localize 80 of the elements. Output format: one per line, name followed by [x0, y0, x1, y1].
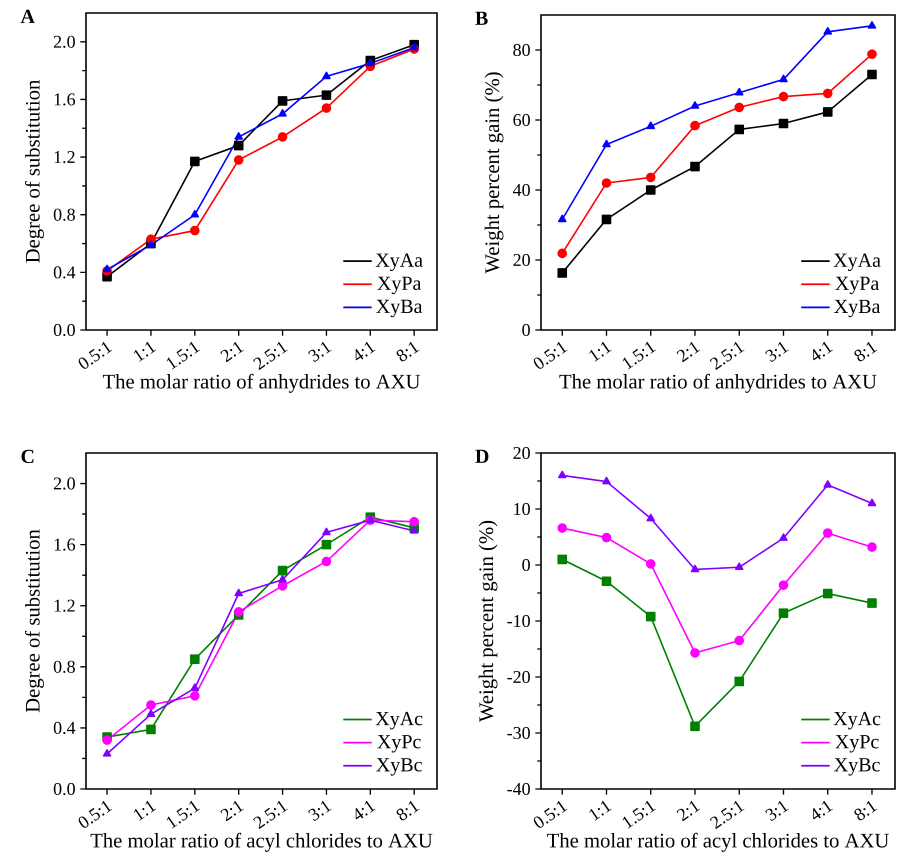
y-axis-title: Degree of substitution: [24, 80, 44, 263]
y-tick-label: -30: [507, 726, 530, 740]
y-tick-label: 0.4: [54, 266, 76, 278]
x-tick-label: 1:1: [134, 342, 156, 362]
y-axis-title: Weight percent gain (%): [484, 72, 504, 274]
x-tick-label: 2:1: [676, 800, 700, 822]
x-tick-label: 2:1: [220, 800, 244, 822]
x-tick-label: 0.5:1: [78, 800, 112, 828]
x-tick-label: 4:1: [813, 800, 833, 820]
legend-label: XyPc: [835, 735, 879, 753]
y-tick-label: -40: [507, 782, 530, 796]
x-tick-label: 1:1: [134, 800, 156, 821]
y-axis-title: Weight percent gain (%): [478, 520, 498, 722]
x-axis-title: The molar ratio of anhydrides to AXU: [559, 374, 877, 393]
x-tick-label: 0.5:1: [534, 342, 568, 369]
y-tick-label: 80: [513, 44, 530, 56]
legend-label: XyBc: [834, 758, 880, 776]
y-tick-label: 40: [512, 184, 530, 196]
x-tick-label: 1.5:1: [622, 800, 656, 829]
legend-label: XyAc: [376, 712, 422, 730]
y-tick-label: 60: [513, 114, 530, 126]
chart-title: C: [22, 450, 34, 464]
legend-label: XyPa: [377, 276, 422, 294]
x-tick-label: 1:1: [589, 342, 612, 362]
y-tick-label: 0.0: [54, 324, 75, 336]
y-tick-label: 2.0: [54, 477, 75, 490]
legend-label: XyPc: [377, 735, 421, 753]
x-tick-label: 2.5:1: [253, 800, 288, 830]
x-axis-title: The molar ratio of acyl chlorides to AXU: [547, 832, 889, 852]
y-tick-label: 0.4: [54, 722, 76, 734]
legend-label: XyPa: [835, 276, 880, 294]
chart-title: D: [475, 450, 488, 463]
x-axis-title: The molar ratio of acyl chlorides to AXU: [90, 832, 432, 852]
chart-title: B: [475, 12, 488, 25]
y-tick-label: 0: [522, 324, 530, 336]
legend-label: XyAa: [376, 254, 423, 272]
x-tick-label: 1.5:1: [166, 342, 200, 370]
x-tick-label: 3:1: [308, 342, 332, 362]
y-tick-label: 0.0: [54, 782, 75, 796]
legend-label: XyBa: [834, 300, 880, 318]
x-tick-label: 3:1: [765, 800, 789, 822]
y-tick-label: 0.8: [54, 208, 75, 221]
legend-label: XyBa: [376, 300, 422, 318]
x-tick-label: 4:1: [356, 800, 376, 820]
y-tick-label: 20: [513, 446, 530, 460]
y-tick-label: -10: [507, 614, 530, 628]
y-tick-label: 1.2: [54, 151, 75, 164]
legend-label: XyBc: [376, 758, 422, 776]
x-tick-label: 1.5:1: [166, 800, 200, 829]
y-tick-label: -20: [507, 670, 530, 684]
y-tick-label: 10: [514, 502, 530, 516]
y-tick-label: 20: [513, 254, 530, 266]
legend-label: XyAc: [834, 712, 880, 730]
x-tick-label: 1:1: [589, 800, 612, 821]
x-tick-label: 2.5:1: [710, 800, 744, 830]
x-tick-label: 4:1: [356, 342, 376, 360]
x-tick-label: 8:1: [396, 800, 420, 820]
x-tick-label: 0.5:1: [534, 800, 568, 828]
x-tick-label: 0.5:1: [78, 342, 112, 369]
x-tick-label: 1.5:1: [622, 342, 656, 370]
y-tick-label: 1.2: [54, 600, 75, 612]
legend-label: XyAa: [834, 254, 881, 272]
x-tick-label: 8:1: [854, 800, 878, 820]
x-tick-label: 3:1: [765, 342, 789, 362]
y-tick-label: 1.6: [54, 93, 76, 106]
x-tick-label: 2.5:1: [710, 342, 744, 370]
y-axis-title: Degree of substitution: [24, 529, 44, 712]
x-tick-label: 4:1: [813, 342, 833, 360]
x-tick-label: 2:1: [220, 342, 244, 362]
x-tick-label: 8:1: [396, 342, 420, 362]
y-tick-label: 2.0: [54, 36, 75, 48]
y-tick-label: 0: [522, 558, 530, 572]
y-tick-label: 1.6: [54, 538, 76, 551]
chart-title: A: [20, 10, 35, 23]
y-tick-label: 0.8: [54, 660, 75, 673]
x-tick-label: 3:1: [308, 800, 332, 822]
x-tick-label: 2.5:1: [253, 342, 288, 370]
x-tick-label: 2:1: [676, 342, 700, 362]
x-axis-title: The molar ratio of anhydrides to AXU: [102, 374, 420, 393]
x-tick-label: 8:1: [854, 342, 878, 362]
